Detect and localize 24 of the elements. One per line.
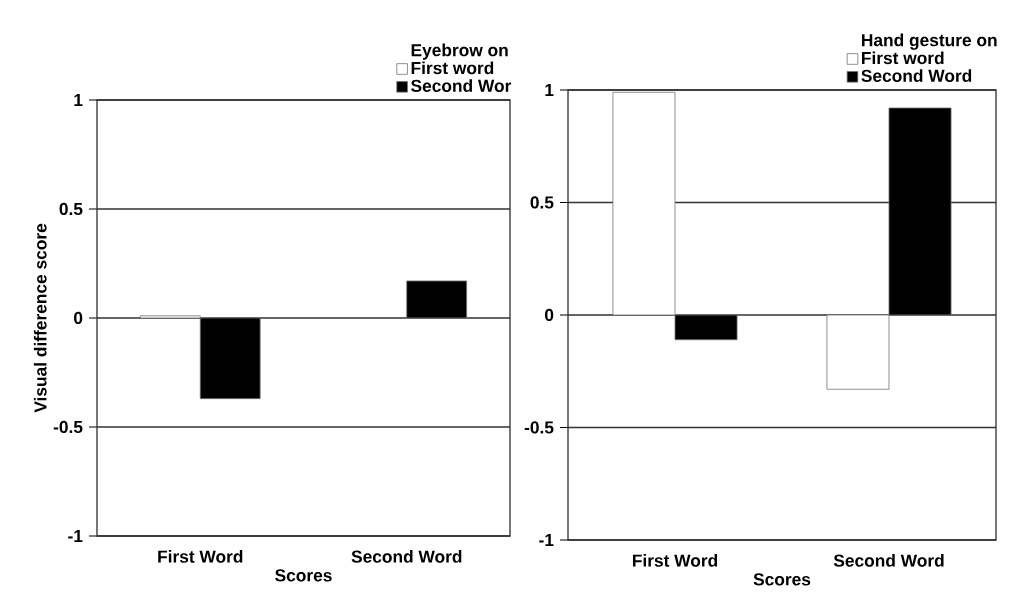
- legend-label: Second Word: [861, 69, 972, 82]
- y-tick-label: 0: [545, 308, 554, 322]
- x-tick-label: First Word: [632, 554, 718, 567]
- y-axis-title: Visual difference score: [33, 223, 47, 413]
- y-tick-label: 1: [545, 84, 554, 96]
- y-tick-label: 0.5: [530, 196, 554, 209]
- legend-label: First word: [862, 51, 944, 65]
- y-tick-label: -0.5: [524, 421, 554, 434]
- y-tick-label: 1: [74, 94, 83, 106]
- y-tick-label: 0: [74, 311, 83, 325]
- x-tick-label: Second Word: [351, 550, 462, 563]
- legend-title: Eyebrow on: [411, 43, 508, 60]
- y-tick-label: 0.5: [59, 202, 83, 216]
- x-tick-label: First Word: [158, 550, 243, 563]
- y-tick-label: -0.5: [53, 420, 83, 434]
- bar: [406, 280, 468, 319]
- x-axis-title: Scores: [275, 569, 332, 582]
- y-tick-label: -1: [68, 530, 83, 542]
- y-tick-label: -1: [539, 534, 554, 546]
- legend-title: Hand gesture on: [862, 33, 997, 50]
- legend-label: First word: [411, 61, 494, 75]
- x-tick-label: Second Word: [833, 554, 944, 567]
- x-axis-title: Scores: [753, 573, 811, 586]
- legend-label: Second Wor: [411, 79, 512, 92]
